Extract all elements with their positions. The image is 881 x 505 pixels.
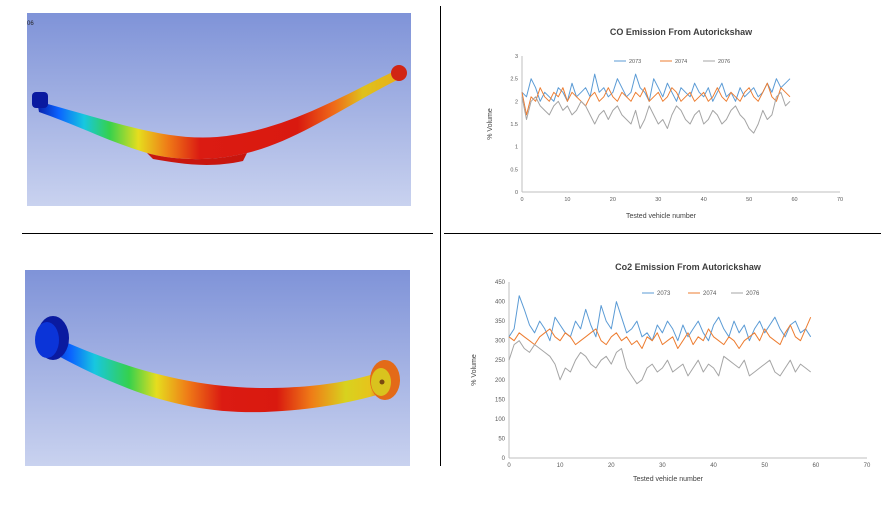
co-series-line-2076 [521, 91, 791, 134]
co2-series-line-2076 [508, 340, 812, 385]
co-x-tick-label: 60 [792, 197, 798, 203]
horizontal-divider-left [22, 233, 433, 234]
co2-series-line-2073 [508, 295, 812, 342]
co2-y-tick-label: 50 [498, 436, 505, 442]
co-y-tick-label: 2 [515, 99, 518, 105]
co2-x-tick-label: 30 [659, 463, 666, 469]
co-y-tick-label: 0 [515, 190, 518, 196]
co2-legend-label-2076: 2076 [746, 291, 760, 297]
co2-legend-label-2073: 2073 [657, 291, 671, 297]
co-series-line-2074 [521, 82, 791, 116]
co2-x-axis-label: Tested vehicle number [633, 476, 704, 483]
co-x-axis-label: Tested vehicle number [626, 213, 697, 220]
co2-y-tick-label: 350 [495, 319, 506, 325]
co-y-tick-label: 0.5 [510, 167, 518, 173]
co2-x-tick-label: 40 [710, 463, 717, 469]
co-emission-chart: CO Emission From Autorickshaw 0 0.5 1 1.5 2 2.… [487, 27, 843, 220]
co-legend-label-2074: 2074 [675, 59, 687, 65]
co2-y-tick-label: 0 [502, 456, 506, 462]
co-x-tick-label: 20 [610, 197, 616, 203]
co2-x-tick-label: 0 [507, 463, 511, 469]
co-y-tick-label: 1 [515, 145, 518, 151]
co-legend-label-2076: 2076 [718, 59, 730, 65]
co-x-tick-label: 70 [837, 197, 843, 203]
co2-y-tick-label: 250 [495, 358, 506, 364]
co-x-tick-label: 30 [655, 197, 661, 203]
co-x-tick-label: 10 [564, 197, 570, 203]
leaf-spring-render-bottom [25, 270, 410, 466]
co2-legend-label-2074: 2074 [703, 291, 717, 297]
co2-y-tick-label: 400 [495, 300, 506, 306]
co2-x-tick-label: 10 [557, 463, 564, 469]
leaf-spring-stress-plot-top [27, 13, 411, 206]
vertical-divider [440, 6, 441, 466]
co-series-line-2073 [521, 73, 791, 102]
corner-label: 06 [27, 21, 34, 27]
co-chart-title: CO Emission From Autorickshaw [610, 27, 753, 37]
co2-y-tick-label: 450 [495, 280, 506, 286]
co-y-tick-label: 1.5 [510, 122, 518, 128]
co2-chart-title: Co2 Emission From Autorickshaw [615, 262, 762, 272]
co2-emission-chart: Co2 Emission From Autorickshaw0501001502… [471, 262, 871, 483]
co-x-tick-label: 40 [701, 197, 707, 203]
co2-x-tick-label: 50 [761, 463, 768, 469]
co2-series-line-2074 [508, 317, 812, 349]
co2-y-tick-label: 150 [495, 397, 506, 403]
co-legend-label-2073: 2073 [629, 59, 641, 65]
leaf-spring-stress-plot-bottom [25, 270, 410, 466]
co2-x-tick-label: 70 [864, 463, 871, 469]
co-y-axis-label: % Volume [487, 108, 494, 140]
leaf-spring-render-top: 06 [27, 13, 411, 206]
co-y-tick-label: 2.5 [510, 77, 518, 83]
co2-y-tick-label: 300 [495, 339, 506, 345]
co2-x-tick-label: 60 [813, 463, 820, 469]
horizontal-divider-right [444, 233, 881, 234]
co2-y-axis-label: % Volume [471, 354, 478, 386]
co2-y-tick-label: 200 [495, 378, 506, 384]
co-y-tick-label: 3 [515, 54, 518, 60]
co2-x-tick-label: 20 [608, 463, 615, 469]
co-x-tick-label: 50 [746, 197, 752, 203]
co-x-tick-label: 0 [520, 197, 523, 203]
co2-y-tick-label: 100 [495, 417, 506, 423]
